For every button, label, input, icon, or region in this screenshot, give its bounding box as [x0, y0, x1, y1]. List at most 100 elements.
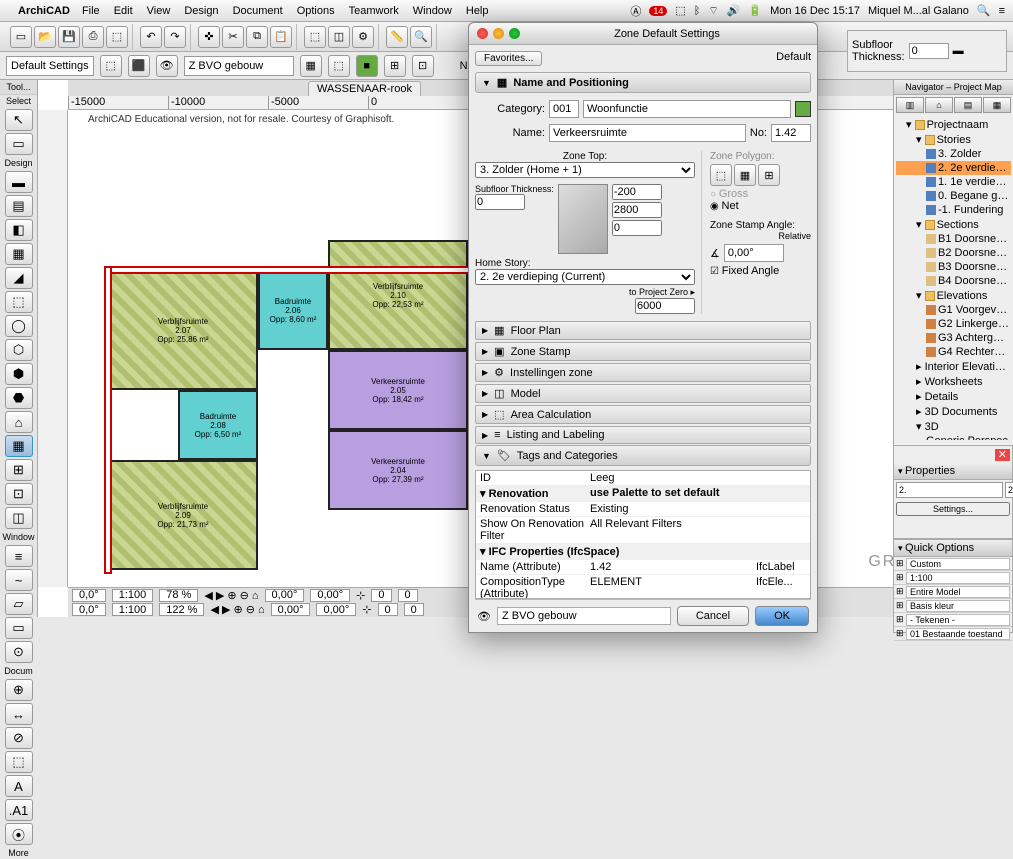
favorites-button[interactable]: Favorites...	[475, 51, 542, 66]
save-icon[interactable]: 💾	[58, 26, 80, 48]
curtain-tool-icon[interactable]: ⊡	[5, 483, 33, 505]
slab-tool-icon[interactable]: ⬚	[5, 291, 33, 313]
sec-zonestamp[interactable]: ▶▣Zone Stamp	[475, 342, 811, 361]
nav-tab-project-icon[interactable]: ▥	[896, 97, 924, 113]
qopt-row[interactable]: Custom	[906, 558, 1010, 570]
poly-mode-1-icon[interactable]: ⬚	[710, 164, 732, 186]
qopt-row[interactable]: - Tekenen -	[906, 614, 1010, 626]
dropbox-icon[interactable]: ⬚	[675, 4, 685, 17]
wt1-icon[interactable]: ≡	[5, 545, 33, 567]
sb-angle[interactable]: 0,0°	[72, 589, 106, 602]
qopt-row[interactable]: Entire Model	[906, 586, 1010, 598]
nav-tab-pub-icon[interactable]: ▦	[983, 97, 1011, 113]
poly-mode-3-icon[interactable]: ⊞	[758, 164, 780, 186]
section-name-pos[interactable]: ▼▦Name and Positioning	[475, 72, 811, 93]
nav-icon[interactable]: ◀ ▶ ⊕ ⊖ ⌂	[204, 589, 258, 602]
category-name-input[interactable]	[583, 100, 791, 118]
beam-tool-icon[interactable]: ◢	[5, 267, 33, 289]
net-radio[interactable]: ◉ Net	[710, 200, 811, 212]
tree-3d[interactable]: ▾ 3D	[896, 419, 1011, 434]
fixed-angle-check[interactable]: ☑ Fixed Angle	[710, 266, 779, 277]
spotlight-icon[interactable]: 🔍	[977, 4, 991, 17]
nav-icon2[interactable]: ◀ ▶ ⊕ ⊖ ⌂	[210, 603, 264, 616]
open-icon[interactable]: 📂	[34, 26, 56, 48]
tree-story[interactable]: 0. Begane gron	[896, 189, 1011, 203]
window-tool-icon[interactable]: ◧	[5, 219, 33, 241]
mesh-tool-icon[interactable]: ⊞	[5, 459, 33, 481]
label-tool-icon[interactable]: ⬚	[5, 751, 33, 773]
nav-tab-layout-icon[interactable]: ▤	[954, 97, 982, 113]
ok-button[interactable]: OK	[755, 606, 809, 626]
pt-rfilter-v[interactable]: All Relevant Filters	[590, 518, 806, 542]
zone-height[interactable]	[612, 202, 662, 218]
zone-bottom-offset[interactable]	[612, 220, 662, 236]
wt2-icon[interactable]: ~	[5, 569, 33, 591]
zone-name-input[interactable]	[549, 124, 746, 142]
redo-icon[interactable]: ↷	[164, 26, 186, 48]
subfloor-input2[interactable]	[475, 194, 525, 210]
menu-extras-icon[interactable]: ≡	[999, 5, 1005, 17]
object-tool-icon[interactable]: ⌂	[5, 411, 33, 433]
room-5[interactable]: Badruimte 2.08 Opp: 6,50 m²	[178, 390, 258, 460]
layer-select[interactable]: Z BVO gebouw	[184, 56, 294, 76]
paste-icon[interactable]: 📋	[270, 26, 292, 48]
marquee-tool-icon[interactable]: ▭	[5, 133, 33, 155]
fill-tool-icon[interactable]: ⦿	[5, 823, 33, 845]
tree-elev[interactable]: G2 Linkergevel	[896, 317, 1011, 331]
skylight-tool-icon[interactable]: ⬣	[5, 387, 33, 409]
tree-elevations[interactable]: ▾ Elevations	[896, 288, 1011, 303]
tree-elev[interactable]: G3 Achtergevel	[896, 331, 1011, 345]
plot-icon[interactable]: ⬚	[106, 26, 128, 48]
zone-top-select[interactable]: 3. Zolder (Home + 1)	[475, 162, 695, 178]
qopt-row[interactable]: 1:100	[906, 572, 1010, 584]
pt-a2v[interactable]: ELEMENT	[590, 576, 756, 599]
wt5-icon[interactable]: ⊙	[5, 641, 33, 663]
tree-root[interactable]: ▾ Projectnaam	[896, 117, 1011, 132]
nav-tab-view-icon[interactable]: ⌂	[925, 97, 953, 113]
m1-icon[interactable]: ⊞	[384, 55, 406, 77]
user-name[interactable]: Miquel M...al Galano	[868, 5, 969, 17]
pt-ifc[interactable]: ▾ IFC Properties (IfcSpace)	[480, 545, 806, 558]
volume-icon[interactable]: 🔊	[727, 4, 741, 17]
pt-a1v[interactable]: 1.42	[590, 561, 756, 573]
wt3-icon[interactable]: ▱	[5, 593, 33, 615]
close-traffic-icon[interactable]	[477, 28, 488, 39]
tree-elev[interactable]: G4 Rechtergevel	[896, 345, 1011, 359]
dialog-titlebar[interactable]: Zone Default Settings	[469, 23, 817, 45]
sec-instellingen[interactable]: ▶⚙Instellingen zone	[475, 363, 811, 382]
sec-tags[interactable]: ▼🏷Tags and Categories	[475, 445, 811, 466]
pt-rstatus-v[interactable]: Existing	[590, 503, 806, 515]
tree-sections[interactable]: ▾ Sections	[896, 217, 1011, 232]
tree-other[interactable]: ▸ 3D Documents	[896, 404, 1011, 419]
menu-teamwork[interactable]: Teamwork	[349, 5, 399, 17]
pt-reno[interactable]: ▾ Renovation	[480, 487, 590, 500]
tree-other[interactable]: ▸ Worksheets	[896, 374, 1011, 389]
room-1[interactable]: Verblijfsruimte 2.07 Opp: 25,86 m²	[108, 270, 258, 390]
struct-icon[interactable]: ▦	[300, 55, 322, 77]
arrow-tool-icon[interactable]: ↖	[5, 109, 33, 131]
subfloor-input[interactable]	[909, 43, 949, 59]
tree-section[interactable]: B1 Doorsnede B	[896, 232, 1011, 246]
adobe-icon[interactable]: Ⓐ	[630, 3, 641, 19]
ruler-icon[interactable]: 📏	[386, 26, 408, 48]
a1-tool-icon[interactable]: .A1	[5, 799, 33, 821]
cancel-button[interactable]: Cancel	[677, 606, 749, 626]
menu-window[interactable]: Window	[413, 5, 452, 17]
navigator-tree[interactable]: ▾ Projectnaam ▾ Stories 3. Zolder 2. 2e …	[894, 115, 1013, 440]
wt4-icon[interactable]: ▭	[5, 617, 33, 639]
dim-tool-icon[interactable]: ⊕	[5, 679, 33, 701]
cut-icon[interactable]: ✂	[222, 26, 244, 48]
door-tool-icon[interactable]: ▤	[5, 195, 33, 217]
sb-scale[interactable]: 1:100	[112, 589, 154, 602]
default-settings-button[interactable]: Default Settings	[6, 56, 94, 76]
a-tool-icon[interactable]: A	[5, 775, 33, 797]
cat-color[interactable]: ■	[356, 55, 378, 77]
sec-listing[interactable]: ▶≡Listing and Labeling	[475, 426, 811, 444]
tree-3d-item[interactable]: Generic Perspec	[896, 434, 1011, 440]
stair-tool-icon[interactable]: ◯	[5, 315, 33, 337]
zone-top-offset[interactable]	[612, 184, 662, 200]
floor-icon[interactable]: ⬚	[328, 55, 350, 77]
layer-eye-icon[interactable]: 👁	[156, 55, 178, 77]
trace-icon[interactable]: ⬚	[304, 26, 326, 48]
layer-eye-icon2[interactable]: 👁	[477, 610, 491, 623]
